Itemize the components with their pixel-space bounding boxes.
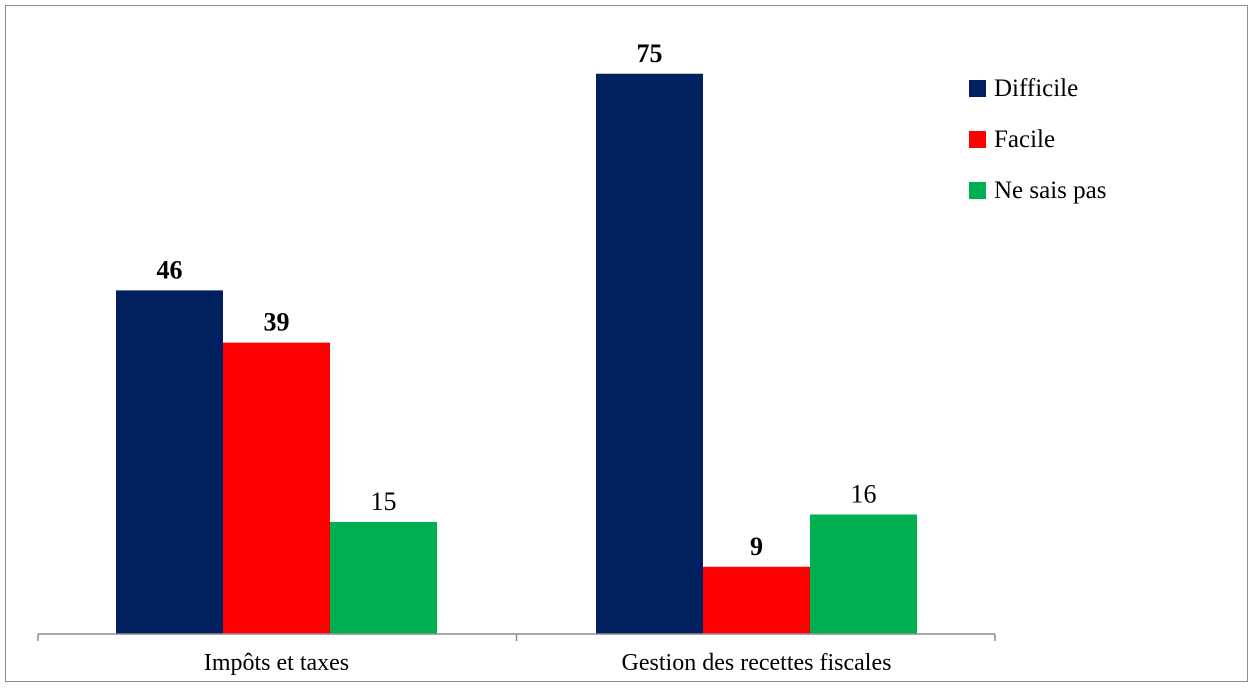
category-label: Gestion des recettes fiscales [622,650,892,676]
chart-frame: Impôts et taxes Gestion des recettes fisc… [5,5,1248,682]
bar-difficile [116,290,223,634]
legend-label: Difficile [994,75,1078,102]
category-label: Impôts et taxes [204,650,349,676]
legend-label: Facile [994,126,1055,153]
legend: Difficile Facile Ne sais pas [969,75,1106,204]
bar-facile [703,566,810,634]
legend-swatch [969,80,986,97]
bar-facile [223,342,330,634]
x-axis: Impôts et taxes Gestion des recettes fisc… [37,633,996,676]
bar-difficile [596,73,703,634]
bar-ne-sais-pas [810,514,917,634]
data-label: 16 [851,479,877,508]
legend-swatch [969,182,986,199]
data-label: 39 [264,308,290,337]
data-labels: 46 75 39 9 15 16 [157,39,877,561]
data-label: 46 [157,255,183,284]
legend-swatch [969,131,986,148]
bar-chart: Impôts et taxes Gestion des recettes fisc… [37,39,1106,676]
data-label: 9 [750,532,763,561]
bars-layer [116,73,917,634]
data-label: 15 [371,487,397,516]
bar-ne-sais-pas [330,521,437,634]
data-label: 75 [637,39,663,68]
legend-label: Ne sais pas [994,177,1106,204]
